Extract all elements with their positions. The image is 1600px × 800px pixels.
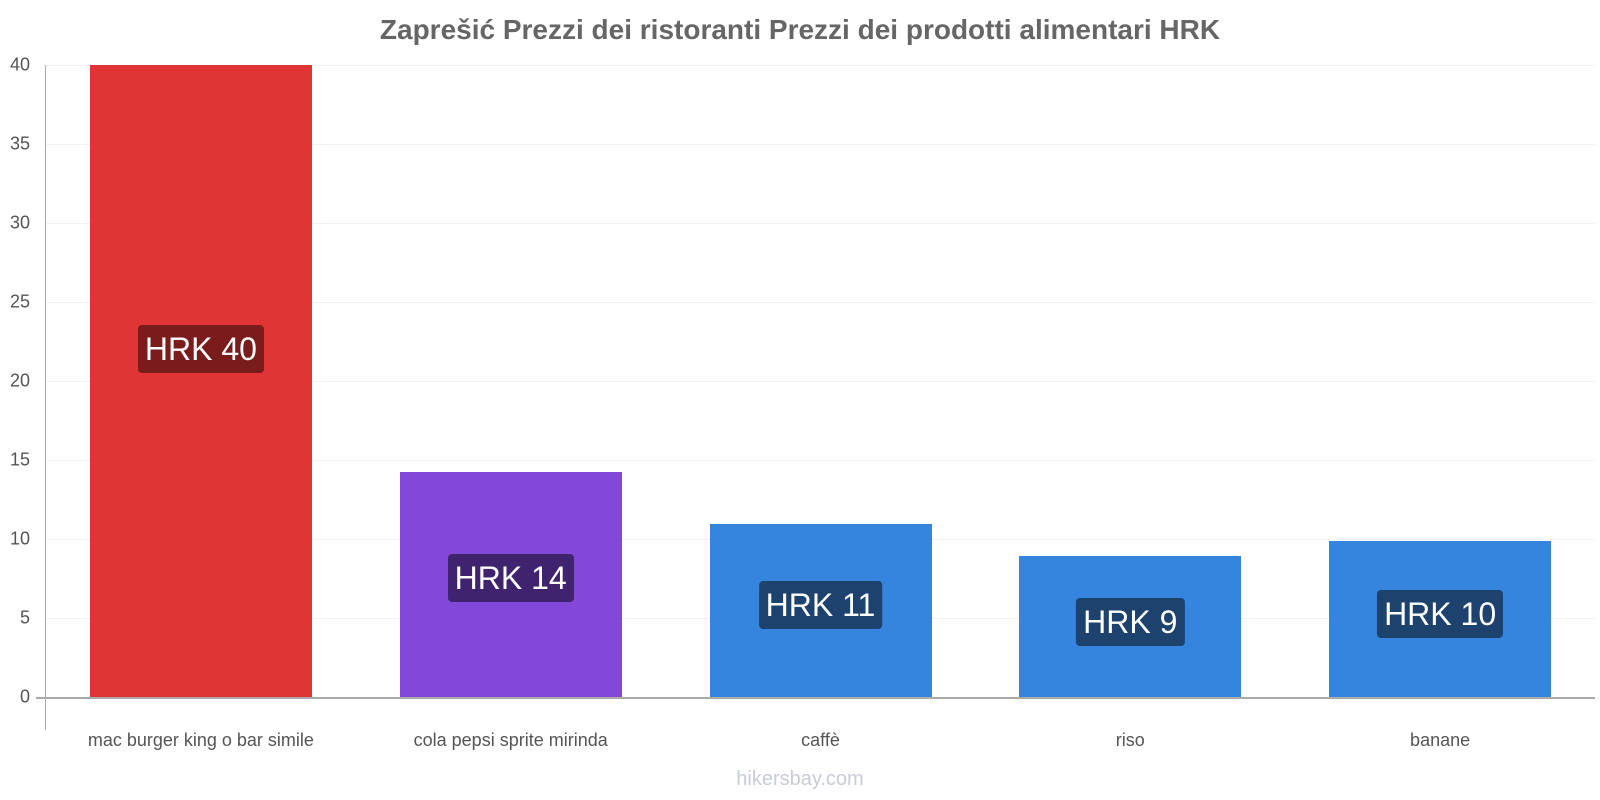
data-label: HRK 10: [1377, 590, 1504, 639]
x-tick-label: mac burger king o bar simile: [87, 730, 314, 750]
gridline: [46, 302, 1595, 303]
bar: [89, 65, 312, 697]
x-tick-label: caffè: [801, 730, 840, 750]
x-axis: [36, 697, 1595, 699]
y-tick-label: 30: [9, 212, 30, 233]
data-label: HRK 9: [1076, 598, 1185, 647]
y-tick-label: 25: [9, 291, 30, 312]
y-tick-label: 35: [9, 133, 30, 154]
watermark: hikersbay.com: [736, 768, 864, 790]
y-tick-label: 5: [19, 607, 30, 628]
gridline: [46, 144, 1595, 145]
gridline: [46, 65, 1595, 66]
x-tick-label: banane: [1410, 730, 1471, 750]
y-tick-label: 15: [9, 449, 30, 470]
y-axis: [45, 65, 46, 730]
chart-title: Zaprešić Prezzi dei ristoranti Prezzi de…: [379, 14, 1221, 45]
y-tick-label: 10: [9, 528, 30, 549]
gridline: [46, 381, 1595, 382]
gridline: [46, 223, 1595, 224]
x-tick-label: cola pepsi sprite mirinda: [413, 730, 608, 750]
data-label: HRK 14: [447, 553, 574, 602]
gridline: [46, 460, 1595, 461]
data-label: HRK 40: [137, 325, 264, 374]
y-tick-label: 40: [9, 54, 30, 75]
data-label: HRK 11: [758, 581, 883, 630]
x-tick-label: riso: [1115, 730, 1145, 750]
y-tick-label: 0: [19, 686, 30, 707]
y-tick-label: 20: [9, 370, 30, 391]
